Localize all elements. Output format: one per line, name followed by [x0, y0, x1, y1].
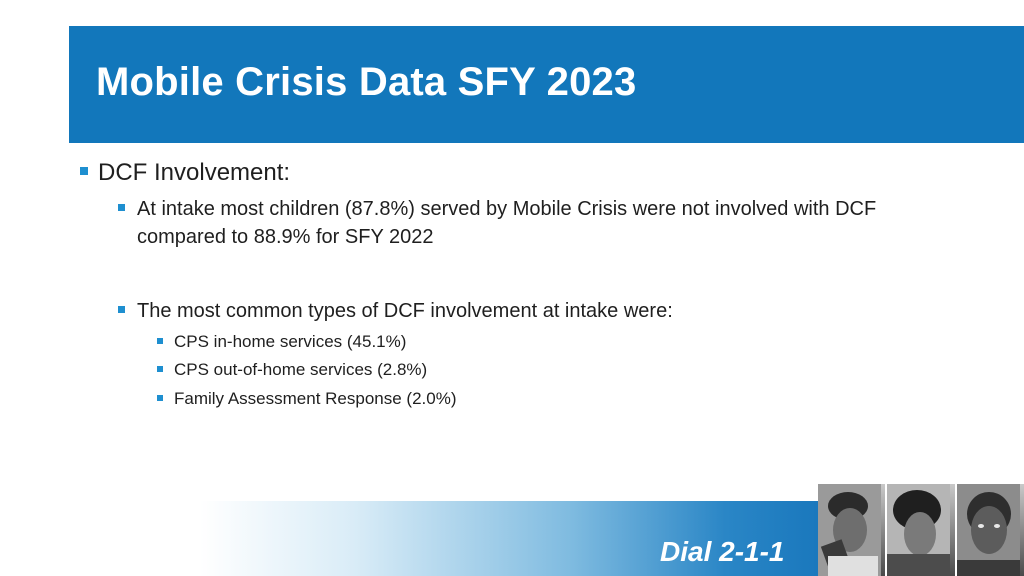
sub-bullet-text: Family Assessment Response (2.0%)	[174, 389, 457, 408]
square-bullet-icon	[157, 395, 163, 401]
title-bar: Mobile Crisis Data SFY 2023	[69, 26, 1024, 143]
sub-bullet-text: CPS out-of-home services (2.8%)	[174, 360, 428, 379]
sub-bullet-family-assessment: Family Assessment Response (2.0%)	[157, 388, 457, 410]
square-bullet-icon	[118, 306, 125, 313]
bullet-text: The most common types of DCF involvement…	[137, 300, 673, 322]
bullet-text: At intake most children (87.8%) served b…	[137, 198, 877, 248]
square-bullet-icon	[157, 366, 163, 372]
sub-bullet-text: CPS in-home services (45.1%)	[174, 332, 407, 351]
square-bullet-icon	[157, 338, 163, 344]
child-portrait-icon	[887, 484, 951, 576]
child-photo-2	[887, 484, 955, 576]
square-bullet-icon	[80, 167, 88, 175]
child-photo-1	[818, 484, 886, 576]
sub-bullet-out-of-home: CPS out-of-home services (2.8%)	[157, 359, 427, 381]
child-portrait-icon	[956, 484, 1020, 576]
sub-bullet-in-home: CPS in-home services (45.1%)	[157, 331, 406, 353]
slide-title: Mobile Crisis Data SFY 2023	[96, 60, 637, 104]
bullet-common-types: The most common types of DCF involvement…	[118, 297, 908, 325]
child-photo-3	[956, 484, 1024, 576]
photo-strip	[818, 484, 1024, 576]
bullet-dcf-involvement: DCF Involvement:	[80, 158, 290, 188]
bullet-intake-stat: At intake most children (87.8%) served b…	[118, 195, 908, 251]
child-portrait-icon	[818, 484, 881, 576]
square-bullet-icon	[118, 204, 125, 211]
footer-gradient-band	[200, 501, 818, 576]
bullet-text: DCF Involvement:	[98, 159, 291, 186]
dial-211-label: Dial 2-1-1	[660, 536, 785, 567]
